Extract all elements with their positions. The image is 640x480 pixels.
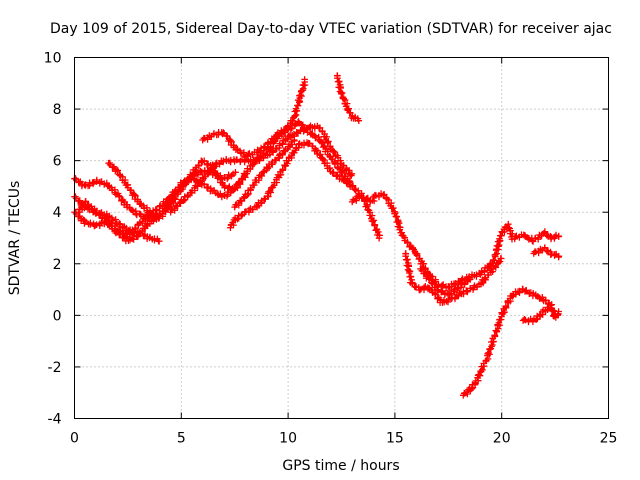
chart-title: Day 109 of 2015, Sidereal Day-to-day VTE…: [50, 21, 612, 37]
series-track-m: [402, 250, 505, 306]
series-track-p: [487, 220, 563, 273]
y-tick-label: 6: [53, 154, 62, 170]
y-tick-label: 4: [53, 205, 62, 221]
y-axis-label: SDTVAR / TECUs: [7, 181, 23, 296]
series-track-l: [370, 190, 494, 292]
y-tick-label: 0: [53, 308, 62, 324]
series-track-g: [199, 76, 309, 160]
plot-frame: [74, 57, 609, 419]
y-tick-label: 8: [53, 102, 62, 118]
series-track-d: [75, 198, 163, 245]
x-tick-label: 10: [279, 431, 297, 447]
y-tick-label: -2: [48, 360, 62, 376]
x-tick-label: 25: [600, 431, 618, 447]
x-tick-label: 20: [493, 431, 511, 447]
data-marks: [71, 72, 563, 399]
series-track-e: [105, 159, 160, 223]
y-tick-labels: -4 -2 0 2 4 6 8 10: [44, 51, 62, 428]
series-track-h: [227, 139, 357, 231]
series-track-q: [519, 304, 560, 326]
x-axis-label: GPS time / hours: [282, 458, 399, 474]
x-tick-label: 15: [386, 431, 404, 447]
series-track-f: [167, 122, 356, 216]
x-tick-label: 0: [70, 431, 79, 447]
x-tick-labels: 0 5 10 15 20 25: [70, 431, 617, 447]
series-track-j: [333, 72, 363, 124]
series-track-n: [417, 265, 474, 299]
series-track-r: [530, 244, 563, 261]
series-track-i: [231, 136, 298, 211]
series-track-k: [348, 192, 383, 242]
y-tick-label: 10: [44, 51, 62, 67]
series-track-o: [459, 285, 562, 399]
y-tick-label: -4: [48, 412, 62, 428]
y-tick-label: 2: [53, 257, 62, 273]
x-tick-label: 5: [177, 431, 186, 447]
